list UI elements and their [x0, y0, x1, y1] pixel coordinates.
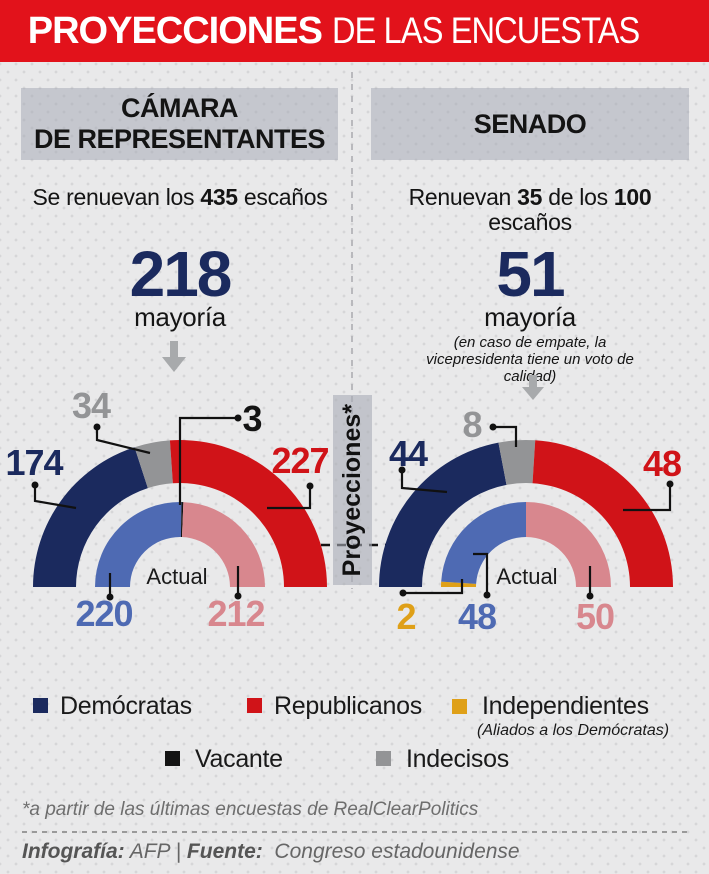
subtitle-senado: Renuevan 35 de los 100 escaños — [390, 185, 670, 235]
banner-title-rest: DE LAS ENCUESTAS — [331, 10, 640, 51]
segment-actual-republicanos — [181, 502, 265, 587]
segment-actual-demócratas — [95, 501, 182, 587]
majority-note-senado: (en caso de empate, la vicepresidenta ti… — [426, 334, 634, 385]
legend-label-indecisos: Indecisos — [406, 745, 509, 773]
subtitle-camara-text2: escaños — [237, 184, 328, 210]
legend-swatch-republicanos — [247, 698, 262, 713]
value-camara-democratas-actual: 220 — [75, 593, 132, 634]
value-senado-indecisos: 8 — [462, 404, 481, 445]
subtitle-senado-text: Renuevan — [408, 184, 518, 210]
credits-line: Infografía: AFP | Fuente: Congreso estad… — [22, 840, 520, 864]
header-box-senado: SENADO — [371, 88, 689, 160]
proyecciones-vertical-label: Proyecciones* — [338, 403, 366, 577]
credits-infografia-value: AFP — [124, 840, 176, 863]
value-camara-vacante: 3 — [242, 398, 261, 439]
value-senado-independientes-actual: 2 — [396, 596, 415, 637]
subtitle-senado-text2: de los — [542, 184, 614, 210]
legend-label-republicanos: Republicanos — [274, 692, 422, 720]
column-divider-dashed-line — [351, 72, 353, 589]
subtitle-camara-text: Se renuevan los — [32, 184, 201, 210]
majority-block-camara: 218 mayoría — [15, 238, 345, 332]
value-senado-republicanos-actual: 50 — [576, 596, 614, 637]
legend-swatch-democratas — [33, 698, 48, 713]
legend-label-independientes: Independientes — [482, 692, 649, 720]
header-senado-line1: SENADO — [473, 108, 587, 139]
segment-proyecciones-republicanos — [532, 440, 673, 587]
majority-number-senado: 51 — [496, 238, 565, 310]
legend-swatch-vacante — [165, 751, 180, 766]
down-arrow-icon — [162, 341, 186, 372]
segment-actual-demócratas — [441, 502, 526, 584]
legend-label-democratas: Demócratas — [60, 692, 192, 720]
subtitle-senado-bold1: 35 — [517, 184, 543, 210]
banner-title-bold: PROYECCIONES — [27, 9, 323, 52]
proyecciones-vertical-box: Proyecciones* — [333, 395, 372, 585]
header-camara-line2: DE REPRESENTANTES — [33, 124, 326, 154]
callouts-senado — [398, 423, 674, 600]
value-camara-democratas-proyeccion: 174 — [5, 442, 63, 483]
majority-number-camara: 218 — [129, 238, 233, 310]
legend-swatch-independientes — [452, 699, 467, 714]
subtitle-camara-bold1: 435 — [200, 184, 238, 210]
segment-proyecciones-demócratas — [379, 442, 507, 587]
legend-swatch-indecisos — [376, 751, 391, 766]
value-senado-republicanos-proyeccion: 48 — [643, 443, 681, 484]
callouts-camara — [31, 414, 314, 601]
footer-dashed-rule — [22, 831, 687, 833]
value-camara-republicanos-actual: 212 — [207, 593, 264, 634]
credits-infografia-label: Infografía: — [22, 840, 125, 863]
majority-block-senado: 51 mayoría (en caso de empate, la vicepr… — [390, 238, 670, 385]
credits-fuente-label: Fuente: — [186, 840, 263, 863]
donut-camara — [33, 440, 327, 587]
segment-proyecciones-indecisos — [498, 439, 536, 485]
segment-actual-independientes — [441, 581, 477, 587]
ring-label-senado-actual: Actual — [496, 564, 557, 589]
banner: PROYECCIONES DE LAS ENCUESTAS — [0, 0, 709, 62]
value-camara-indecisos: 34 — [72, 385, 111, 426]
subtitle-senado-text3: escaños — [488, 209, 572, 235]
credits-fuente-value: Congreso estadounidense — [262, 840, 520, 863]
majority-label-senado: mayoría — [484, 302, 576, 332]
hemicycle-charts: 174 34 3 227 220 212 Actual 44 8 48 2 48… — [5, 385, 682, 637]
subtitle-senado-bold2: 100 — [613, 184, 652, 210]
header-camara-line1: CÁMARA — [121, 93, 238, 123]
subtitle-camara: Se renuevan los 435 escaños — [15, 185, 345, 210]
down-arrow-icon — [522, 375, 544, 400]
footnote: *a partir de las últimas encuestas de Re… — [22, 799, 479, 820]
value-camara-republicanos-proyeccion: 227 — [271, 440, 328, 481]
segment-proyecciones-demócratas — [33, 447, 148, 587]
segment-actual-vacante — [180, 502, 184, 538]
ring-label-camara-actual: Actual — [146, 564, 207, 589]
legend-note-independientes: (Aliados a los Demócratas) — [477, 722, 670, 739]
segment-proyecciones-republicanos — [169, 440, 327, 587]
legend-label-vacante: Vacante — [195, 745, 283, 773]
credits-separator: | — [175, 840, 187, 863]
donut-senado — [379, 439, 673, 587]
majority-label-camara: mayoría — [134, 302, 226, 332]
header-box-camara: CÁMARA DE REPRESENTANTES — [21, 88, 338, 160]
value-senado-democratas-proyeccion: 44 — [389, 433, 428, 474]
segment-actual-republicanos — [526, 502, 611, 587]
value-senado-democratas-actual: 48 — [458, 596, 496, 637]
